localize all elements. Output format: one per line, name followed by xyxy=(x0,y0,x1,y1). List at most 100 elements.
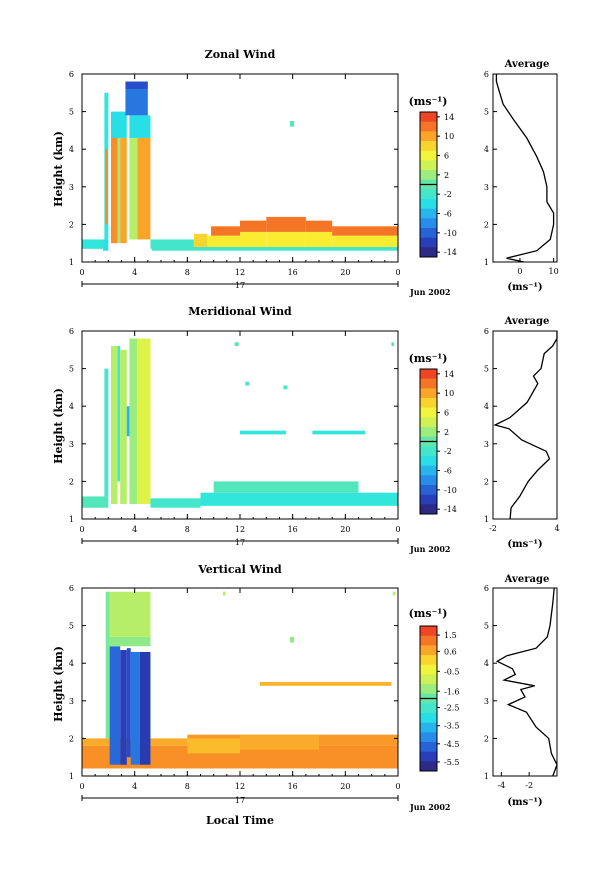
zonal-wind-y-tick-label: 2 xyxy=(69,220,74,229)
meridional-wind-colorbar-tick-label: -6 xyxy=(444,467,452,476)
meridional-wind-average-title: Average xyxy=(504,316,550,327)
vertical-wind-ylabel: Height (km) xyxy=(52,646,65,722)
zonal-wind-data-cell xyxy=(266,216,306,232)
zonal-wind-colorbar-segment xyxy=(420,237,437,248)
vertical-wind-data-cell xyxy=(290,636,294,643)
zonal-wind-data-cell xyxy=(240,231,267,247)
meridional-wind-data-cell xyxy=(126,406,131,437)
vertical-wind-colorbar-tick-label: -2.5 xyxy=(444,704,459,713)
vertical-wind-x-tick-label: 16 xyxy=(288,782,298,791)
zonal-wind-panel: Zonal Wind Height (km) (ms⁻¹) Jun 2002 1… xyxy=(52,48,559,297)
vertical-wind-y-tick-label: 1 xyxy=(69,772,74,781)
vertical-wind-colorbar-segment xyxy=(420,684,437,695)
zonal-wind-average-title: Average xyxy=(504,59,550,70)
zonal-wind-data-cell xyxy=(129,134,138,240)
vertical-wind-title: Vertical Wind xyxy=(197,563,282,576)
meridional-wind-colorbar-segment xyxy=(420,446,437,457)
meridional-wind-y-tick-label: 2 xyxy=(69,477,74,486)
zonal-wind-title: Zonal Wind xyxy=(205,48,276,61)
zonal-wind-data-cell xyxy=(150,239,194,249)
meridional-wind-colorbar-segment xyxy=(420,475,437,486)
vertical-wind-data-cell xyxy=(109,591,151,637)
zonal-wind-data-cell xyxy=(332,226,398,236)
vertical-wind-x-tick-label: 0 xyxy=(395,782,400,791)
zonal-wind-colorbar-segment xyxy=(420,189,437,200)
meridional-wind-panel: Meridional Wind Height (km) (ms⁻¹) Jun 2… xyxy=(52,305,560,554)
vertical-wind-data-cell xyxy=(82,745,398,769)
zonal-wind-colorbar-tick-label: 2 xyxy=(444,171,449,180)
vertical-wind-data-cell xyxy=(105,591,110,739)
zonal-wind-colorbar-segment xyxy=(420,131,437,142)
meridional-wind-data-cell xyxy=(245,381,250,386)
vertical-wind-colorbar-tick-label: -0.5 xyxy=(444,667,459,676)
meridional-wind-colorbar-segment xyxy=(420,369,437,380)
vertical-wind-data-cell xyxy=(392,591,396,596)
zonal-wind-colorbar-tick-label: 10 xyxy=(444,132,454,141)
zonal-wind-colorbar-segment xyxy=(420,160,437,171)
vertical-wind-data-cell xyxy=(139,651,151,765)
meridional-wind-date: Jun 2002 xyxy=(409,544,450,554)
vertical-wind-colorbar-segment xyxy=(420,635,437,646)
zonal-wind-data-cell xyxy=(193,233,208,247)
zonal-wind-y-tick-label: 1 xyxy=(69,258,74,267)
vertical-wind-data-cell xyxy=(222,591,226,596)
meridional-wind-data-cell xyxy=(234,342,239,347)
vertical-wind-average-y-tick-label: 1 xyxy=(484,772,489,781)
meridional-wind-colorbar-segment xyxy=(420,407,437,418)
vertical-wind-colorbar-segment xyxy=(420,655,437,666)
vertical-wind-data-cell xyxy=(109,636,151,647)
zonal-wind-colorbar-tick-label: -14 xyxy=(444,248,457,257)
zonal-wind-colorbar-segment xyxy=(420,121,437,132)
zonal-wind-x-tick-label: 0 xyxy=(395,268,400,277)
vertical-wind-date: Jun 2002 xyxy=(409,802,450,812)
vertical-wind-y-tick-label: 2 xyxy=(69,734,74,743)
zonal-wind-data-cell xyxy=(305,220,333,232)
zonal-wind-colorbar-segment xyxy=(420,218,437,229)
zonal-wind-average-x-tick-label: 10 xyxy=(549,267,559,276)
meridional-wind-data-cell xyxy=(82,496,109,508)
zonal-wind-date: Jun 2002 xyxy=(409,287,450,297)
zonal-wind-data-cell xyxy=(207,235,240,247)
vertical-wind-colorbar-segment xyxy=(420,674,437,685)
meridional-wind-colorbar-segment xyxy=(420,504,437,515)
meridional-wind-colorbar-segment xyxy=(420,427,437,438)
zonal-wind-data-cell xyxy=(240,220,267,232)
vertical-wind-average-title: Average xyxy=(504,574,550,585)
vertical-wind-colorbar-tick-label: 1.5 xyxy=(444,631,457,640)
meridional-wind-x-tick-label: 8 xyxy=(185,525,190,534)
zonal-wind-data-cell xyxy=(103,239,109,251)
meridional-wind-colorbar-segment xyxy=(420,378,437,389)
zonal-wind-data-cell xyxy=(151,246,398,251)
vertical-wind-average-profile-line xyxy=(495,587,558,777)
zonal-wind-colorbar-segment xyxy=(420,150,437,161)
vertical-wind-colorbar-segment xyxy=(420,645,437,656)
meridional-wind-average-x-tick-label: 4 xyxy=(554,524,559,533)
zonal-wind-data-cell xyxy=(110,130,118,244)
meridional-wind-data-cell xyxy=(129,338,138,504)
meridional-wind-colorbar-segment xyxy=(420,398,437,409)
vertical-wind-y-tick-label: 6 xyxy=(69,584,74,593)
zonal-wind-average-y-tick-label: 2 xyxy=(484,220,489,229)
meridional-wind-data-cell xyxy=(200,492,398,506)
vertical-wind-average-y-tick-label: 3 xyxy=(484,697,489,706)
zonal-wind-data-cell xyxy=(120,137,127,244)
vertical-wind-data-cell xyxy=(109,646,121,765)
meridional-wind-data-cell xyxy=(120,349,127,504)
meridional-wind-day-label: 17 xyxy=(235,538,245,547)
zonal-wind-data-cell xyxy=(125,89,148,116)
meridional-wind-x-tick-label: 12 xyxy=(235,525,245,534)
meridional-wind-data-cell xyxy=(312,430,366,435)
vertical-wind-colorbar-segment xyxy=(420,732,437,743)
zonal-wind-x-tick-label: 8 xyxy=(185,268,190,277)
zonal-wind-data-cell xyxy=(290,121,294,127)
zonal-wind-average-y-tick-label: 6 xyxy=(484,70,489,79)
meridional-wind-y-tick-label: 3 xyxy=(69,440,74,449)
vertical-wind-colorbar-segment xyxy=(420,664,437,675)
vertical-wind-x-tick-label: 4 xyxy=(132,782,137,791)
zonal-wind-x-tick-label: 20 xyxy=(340,268,350,277)
meridional-wind-average-y-tick-label: 3 xyxy=(484,440,489,449)
meridional-wind-average-y-tick-label: 6 xyxy=(484,327,489,336)
meridional-wind-data-cell xyxy=(283,385,288,390)
vertical-wind-colorbar-segment xyxy=(420,722,437,733)
